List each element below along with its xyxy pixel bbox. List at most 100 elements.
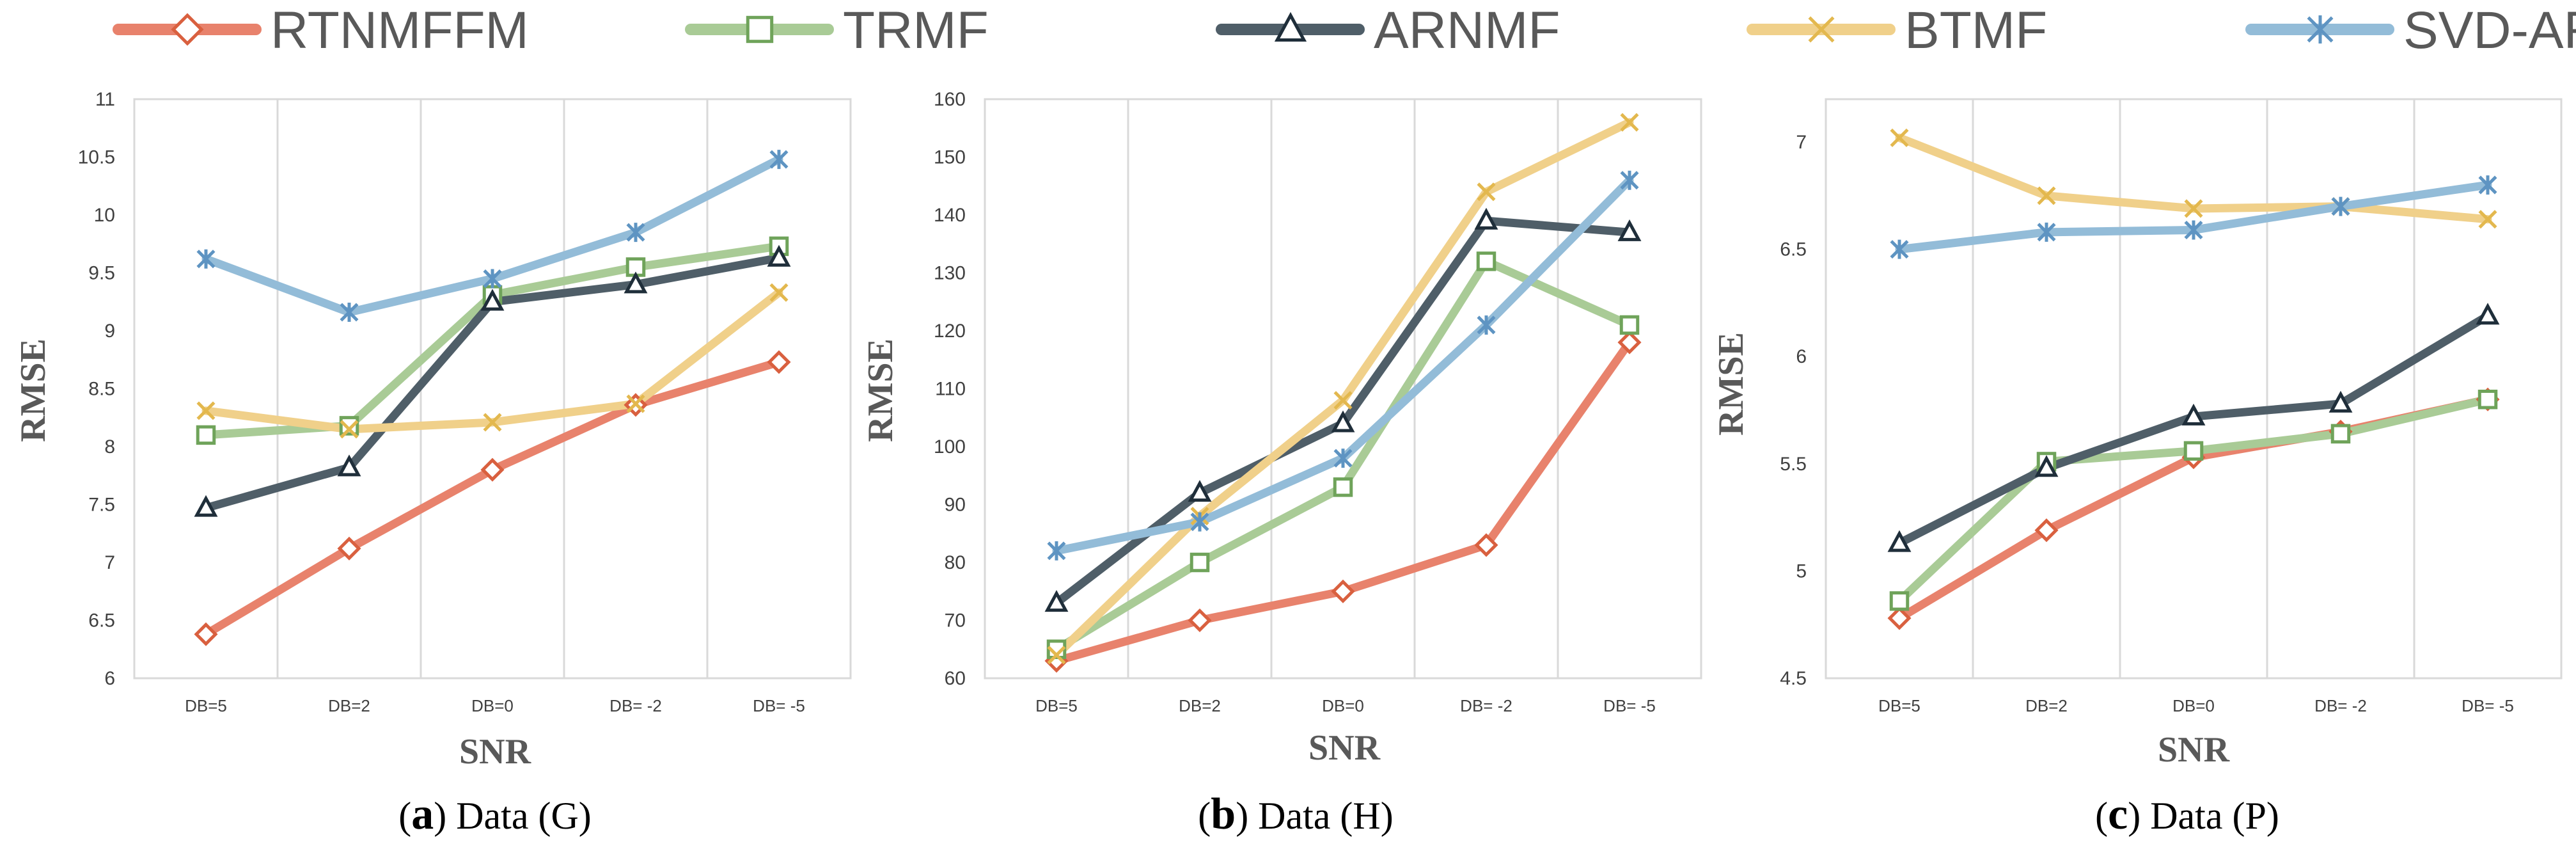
- data-point-arnmf-c-0: [1887, 530, 1912, 552]
- data-point-btmf-a-1: [340, 420, 359, 439]
- chart-panel-b: RMSE SNR (b) Data (H) 60 70 80 90 100 110 120 1…: [861, 89, 1702, 839]
- plot-area-a: [133, 98, 852, 680]
- x-tick-label: DB=5: [1035, 696, 1078, 715]
- data-point-svd-ar-c-4: [2478, 175, 2497, 195]
- data-point-svd-ar-a-1: [340, 303, 359, 322]
- data-point-svd-ar-c-3: [2331, 196, 2350, 216]
- x-tick-label: DB= -2: [609, 696, 662, 715]
- ylabel-a: RMSE: [13, 338, 53, 442]
- x-tick-label: DB= -5: [753, 696, 805, 715]
- data-point-arnmf-b-3: [1474, 207, 1498, 230]
- legend-marker-triangle-icon: [1274, 12, 1307, 42]
- data-point-trmf-c-2: [2183, 441, 2204, 461]
- ylabel-b: RMSE: [861, 338, 900, 442]
- data-point-trmf-b-4: [1619, 315, 1640, 335]
- data-point-svd-ar-c-0: [1890, 239, 1909, 259]
- legend: RTNMFFM TRMF ARNMF BTMF SVD-AR: [113, 1, 2576, 60]
- data-point-arnmf-c-1: [2034, 455, 2059, 477]
- x-tick-label: DB=2: [1179, 696, 1221, 715]
- x-tick-label: DB=2: [328, 696, 370, 715]
- data-point-btmf-c-4: [2478, 210, 2497, 229]
- y-tick-label: 9.5: [88, 263, 115, 284]
- data-point-trmf-c-4: [2478, 390, 2498, 410]
- data-point-trmf-c-0: [1889, 591, 1910, 611]
- legend-label: SVD-AR: [2403, 1, 2576, 60]
- data-point-arnmf-a-1: [337, 454, 361, 477]
- data-point-svd-ar-b-2: [1333, 449, 1353, 468]
- data-point-btmf-c-1: [2037, 186, 2056, 205]
- data-point-arnmf-c-2: [2181, 403, 2206, 426]
- y-tick-label: 130: [934, 263, 966, 284]
- y-tick-label: 5.5: [1780, 454, 1807, 475]
- y-tick-label: 10: [94, 205, 115, 226]
- y-tick-label: 7.5: [88, 495, 115, 516]
- y-tick-label: 11: [95, 89, 115, 110]
- data-point-trmf-b-3: [1476, 251, 1496, 271]
- data-point-btmf-b-4: [1620, 113, 1639, 132]
- y-tick-label: 6: [104, 668, 115, 689]
- data-point-svd-ar-a-3: [626, 223, 645, 243]
- data-point-arnmf-a-0: [194, 495, 218, 517]
- legend-label: TRMF: [843, 1, 989, 60]
- data-point-rtnmffm-b-4: [1617, 330, 1642, 354]
- legend-marker-star-icon: [2307, 15, 2334, 44]
- y-tick-label: 6.5: [88, 610, 115, 632]
- legend-label: BTMF: [1905, 1, 2047, 60]
- y-tick-label: 6: [1796, 346, 1807, 367]
- x-tick-label: DB= -2: [2314, 696, 2367, 715]
- x-tick-label: DB=0: [2172, 696, 2215, 715]
- y-tick-label: 140: [934, 205, 966, 226]
- data-point-svd-ar-b-0: [1047, 541, 1066, 561]
- data-point-svd-ar-a-0: [196, 249, 216, 269]
- y-tick-label: 80: [945, 552, 966, 573]
- x-tick-label: DB= -5: [1603, 696, 1656, 715]
- data-point-svd-ar-b-1: [1190, 512, 1209, 532]
- x-tick-label: DB= -5: [2462, 696, 2514, 715]
- data-point-arnmf-b-4: [1617, 219, 1642, 241]
- caption-letter-b: b: [1211, 790, 1236, 839]
- data-point-rtnmffm-a-0: [194, 622, 218, 646]
- y-tick-label: 100: [934, 436, 966, 457]
- data-point-svd-ar-c-1: [2037, 222, 2056, 242]
- data-point-arnmf-c-4: [2476, 303, 2500, 325]
- data-point-rtnmffm-b-3: [1474, 533, 1498, 557]
- y-tick-label: 4.5: [1780, 668, 1807, 689]
- y-tick-label: 6.5: [1780, 239, 1807, 260]
- legend-marker-square-icon: [746, 15, 774, 44]
- data-point-svd-ar-b-3: [1477, 315, 1496, 335]
- legend-marker-diamond-icon: [171, 13, 204, 46]
- y-tick-label: 10.5: [78, 147, 115, 168]
- data-point-btmf-b-2: [1333, 391, 1353, 410]
- x-tick-label: DB=2: [2025, 696, 2068, 715]
- y-tick-label: 150: [934, 147, 966, 168]
- xlabel-a: SNR: [459, 732, 531, 772]
- x-tick-label: DB=0: [471, 696, 514, 715]
- caption-letter-c: c: [2108, 790, 2128, 839]
- data-point-trmf-c-3: [2330, 424, 2351, 444]
- data-point-trmf-b-1: [1190, 552, 1210, 573]
- caption-b: (b) Data (H): [1198, 790, 1393, 839]
- data-point-btmf-a-0: [196, 401, 216, 420]
- x-tick-label: DB=0: [1322, 696, 1364, 715]
- y-tick-label: 9: [104, 321, 115, 342]
- data-point-btmf-b-3: [1477, 182, 1496, 202]
- caption-letter-a: a: [411, 790, 434, 839]
- x-tick-label: DB=5: [1878, 696, 1920, 715]
- xlabel-c: SNR: [2158, 730, 2230, 770]
- y-tick-label: 8: [104, 436, 115, 457]
- data-point-btmf-b-0: [1047, 646, 1066, 665]
- data-point-btmf-a-3: [626, 394, 645, 413]
- ylabel-c: RMSE: [1711, 332, 1751, 436]
- data-point-rtnmffm-a-1: [337, 536, 361, 561]
- y-tick-label: 60: [945, 668, 966, 689]
- data-point-arnmf-c-3: [2329, 390, 2353, 413]
- x-tick-label: DB=5: [185, 696, 227, 715]
- data-point-arnmf-a-4: [767, 244, 791, 267]
- data-point-btmf-c-0: [1890, 128, 1909, 147]
- legend-marker-x-icon: [1808, 16, 1835, 43]
- data-point-trmf-b-2: [1333, 477, 1353, 497]
- legend-item-btmf: BTMF: [1747, 1, 2047, 60]
- data-point-btmf-a-4: [769, 283, 789, 302]
- legend-label: ARNMF: [1374, 1, 1560, 60]
